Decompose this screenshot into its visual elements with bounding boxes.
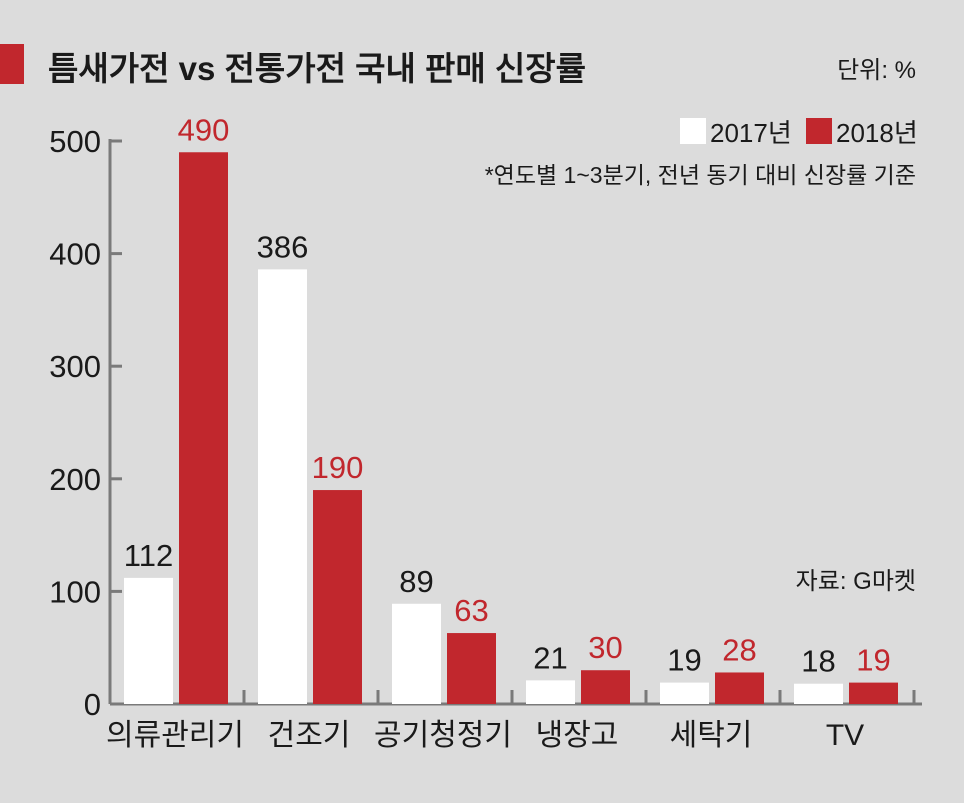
axes: 0 100 200 300 400 500 의류관리기 건조기 공기청정기 냉장고 세탁기 TV bbox=[49, 124, 922, 752]
bar-2017년-공기청정기 bbox=[392, 603, 441, 704]
bar-2017년-세탁기 bbox=[660, 682, 709, 704]
data-labels: 112 490 386 190 89 63 21 30 19 28 18 19 bbox=[124, 112, 891, 678]
chart-title: 틈새가전 vs 전통가전 국내 판매 신장률 bbox=[48, 50, 586, 87]
data-label: 89 bbox=[399, 564, 433, 599]
data-label: 21 bbox=[533, 640, 567, 675]
x-category-label: 공기청정기 bbox=[374, 719, 512, 752]
y-tick-label: 500 bbox=[49, 124, 101, 159]
data-label: 30 bbox=[588, 630, 622, 665]
legend-label-2017: 2017년 bbox=[710, 118, 792, 148]
data-label: 386 bbox=[257, 229, 309, 264]
data-label: 19 bbox=[856, 643, 890, 678]
bars bbox=[124, 152, 898, 704]
title-accent-bar bbox=[0, 44, 24, 84]
data-label: 490 bbox=[178, 112, 230, 147]
bar-2017년-의류관리기 bbox=[124, 577, 173, 704]
x-category-label: 건조기 bbox=[268, 719, 351, 752]
data-label: 63 bbox=[454, 593, 488, 628]
bar-2018년-공기청정기 bbox=[447, 633, 496, 704]
bar-2018년-TV bbox=[849, 682, 898, 704]
legend-swatch-2018 bbox=[806, 118, 832, 144]
bar-2017년-냉장고 bbox=[526, 680, 575, 704]
x-category-label: 냉장고 bbox=[536, 719, 619, 752]
x-category-label: 세탁기 bbox=[670, 719, 753, 752]
legend-label-2018: 2018년 bbox=[836, 118, 918, 148]
bar-2017년-TV bbox=[794, 683, 843, 704]
x-category-label: 의류관리기 bbox=[106, 719, 244, 752]
bar-2018년-세탁기 bbox=[715, 672, 764, 704]
unit-label: 단위: % bbox=[837, 57, 916, 84]
y-tick-label: 0 bbox=[84, 687, 101, 722]
y-tick-label: 400 bbox=[49, 237, 101, 272]
data-label: 112 bbox=[124, 538, 173, 573]
legend-swatch-2017 bbox=[680, 118, 706, 144]
legend: 2017년 2018년 bbox=[680, 118, 918, 148]
bar-2017년-건조기 bbox=[258, 269, 307, 704]
y-tick-label: 300 bbox=[49, 349, 101, 384]
data-label: 190 bbox=[312, 450, 364, 485]
y-tick-label: 100 bbox=[49, 574, 101, 609]
y-tick-label: 200 bbox=[49, 462, 101, 497]
bar-2018년-건조기 bbox=[313, 490, 362, 704]
data-label: 28 bbox=[722, 632, 756, 667]
chart-note: *연도별 1~3분기, 전년 동기 대비 신장률 기준 bbox=[485, 162, 916, 188]
data-label: 19 bbox=[667, 643, 701, 678]
bar-2018년-의류관리기 bbox=[179, 152, 228, 704]
data-label: 18 bbox=[801, 644, 835, 679]
x-category-label: TV bbox=[826, 719, 864, 752]
source-label: 자료: G마켓 bbox=[796, 568, 916, 595]
bar-2018년-냉장고 bbox=[581, 670, 630, 704]
